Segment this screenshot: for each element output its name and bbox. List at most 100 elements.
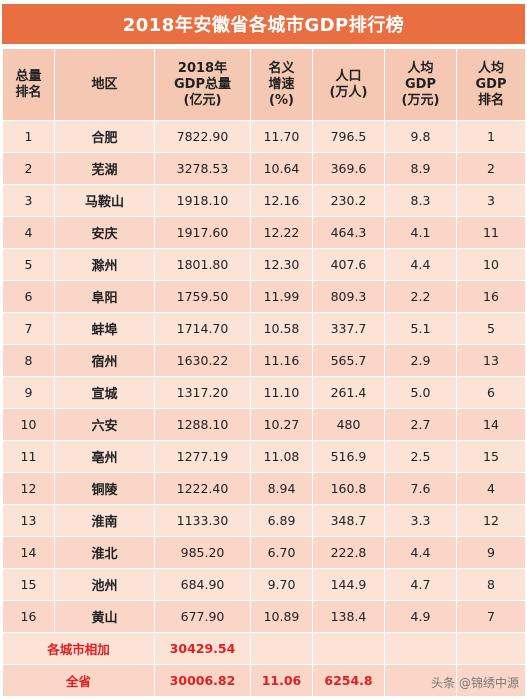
per-capita-gdp-cell: 4.1: [384, 216, 457, 249]
growth-cell: 11.70: [250, 120, 313, 153]
per-capita-rank-cell: 4: [456, 472, 526, 505]
per-capita-rank-cell: 5: [456, 312, 526, 345]
gdp-table: 总量 排名 地区 2018年 GDP总量 (亿元) 名义 增速 (%) 人口 (万人) 人均 GDP (万…: [2, 48, 526, 697]
gdp-cell: 1918.10: [154, 184, 251, 217]
per-capita-gdp-cell: 7.6: [384, 472, 457, 505]
per-capita-rank-cell: 7: [456, 600, 526, 633]
population-cell: 230.2: [312, 184, 385, 217]
per-capita-gdp-cell: 2.2: [384, 280, 457, 313]
table-row: 2 芜湖 3278.53 10.64 369.6 8.9 2: [2, 152, 526, 185]
table-row: 9 宣城 1317.20 11.10 261.4 5.0 6: [2, 376, 526, 409]
region-cell: 马鞍山: [54, 184, 155, 217]
header-rank: 总量 排名: [2, 48, 55, 121]
per-capita-gdp-cell: 9.8: [384, 120, 457, 153]
growth-cell: 6.70: [250, 536, 313, 569]
population-cell: 809.3: [312, 280, 385, 313]
region-cell: 芜湖: [54, 152, 155, 185]
per-capita-gdp-cell: 2.5: [384, 440, 457, 473]
rank-cell: 10: [2, 408, 55, 441]
rank-cell: 12: [2, 472, 55, 505]
gdp-cell: 677.90: [154, 600, 251, 633]
province-total-row: 全省 30006.82 11.06 6254.8: [2, 664, 526, 697]
rank-cell: 5: [2, 248, 55, 281]
region-cell: 滁州: [54, 248, 155, 281]
header-growth: 名义 增速 (%): [250, 48, 313, 121]
table-row: 13 淮南 1133.30 6.89 348.7 3.3 12: [2, 504, 526, 537]
per-capita-rank-cell: 9: [456, 536, 526, 569]
table-row: 8 宿州 1630.22 11.16 565.7 2.9 13: [2, 344, 526, 377]
per-capita-gdp-cell: 5.0: [384, 376, 457, 409]
rank-cell: 11: [2, 440, 55, 473]
per-capita-gdp-cell: 4.7: [384, 568, 457, 601]
per-capita-rank-cell: 6: [456, 376, 526, 409]
growth-cell: 10.89: [250, 600, 313, 633]
gdp-cell: 1630.22: [154, 344, 251, 377]
rank-cell: 14: [2, 536, 55, 569]
header-gdp: 2018年 GDP总量 (亿元): [154, 48, 251, 121]
rank-cell: 9: [2, 376, 55, 409]
table-row: 1 合肥 7822.90 11.70 796.5 9.8 1: [2, 120, 526, 153]
per-capita-rank-cell: 13: [456, 344, 526, 377]
table-row: 4 安庆 1917.60 12.22 464.3 4.1 11: [2, 216, 526, 249]
per-capita-gdp-cell: 5.1: [384, 312, 457, 345]
gdp-cell: 1133.30: [154, 504, 251, 537]
per-capita-gdp-cell: 4.4: [384, 248, 457, 281]
per-capita-gdp-cell: 2.9: [384, 344, 457, 377]
region-cell: 六安: [54, 408, 155, 441]
growth-cell: 11.10: [250, 376, 313, 409]
table-row: 7 蚌埠 1714.70 10.58 337.7 5.1 5: [2, 312, 526, 345]
rank-cell: 6: [2, 280, 55, 313]
table-row: 6 阜阳 1759.50 11.99 809.3 2.2 16: [2, 280, 526, 313]
per-capita-rank-cell: 1: [456, 120, 526, 153]
sum-gdp: 30429.54: [154, 632, 251, 665]
region-cell: 宣城: [54, 376, 155, 409]
total-growth: 11.06: [250, 664, 313, 697]
population-cell: 337.7: [312, 312, 385, 345]
table-row: 3 马鞍山 1918.10 12.16 230.2 8.3 3: [2, 184, 526, 217]
growth-cell: 12.22: [250, 216, 313, 249]
rank-cell: 4: [2, 216, 55, 249]
per-capita-rank-cell: 2: [456, 152, 526, 185]
per-capita-gdp-cell: 8.3: [384, 184, 457, 217]
population-cell: 261.4: [312, 376, 385, 409]
rank-cell: 16: [2, 600, 55, 633]
growth-cell: 11.08: [250, 440, 313, 473]
gdp-cell: 1801.80: [154, 248, 251, 281]
rank-cell: 15: [2, 568, 55, 601]
header-region: 地区: [54, 48, 155, 121]
region-cell: 蚌埠: [54, 312, 155, 345]
rank-cell: 7: [2, 312, 55, 345]
table-row: 5 滁州 1801.80 12.30 407.6 4.4 10: [2, 248, 526, 281]
table-title: 2018年安徽省各城市GDP排行榜: [2, 4, 525, 44]
population-cell: 348.7: [312, 504, 385, 537]
population-cell: 796.5: [312, 120, 385, 153]
rank-cell: 2: [2, 152, 55, 185]
growth-cell: 10.58: [250, 312, 313, 345]
sum-label: 各城市相加: [2, 632, 155, 665]
per-capita-rank-cell: 11: [456, 216, 526, 249]
population-cell: 222.8: [312, 536, 385, 569]
gdp-cell: 1317.20: [154, 376, 251, 409]
per-capita-rank-cell: 15: [456, 440, 526, 473]
gdp-cell: 684.90: [154, 568, 251, 601]
table-body: 1 合肥 7822.90 11.70 796.5 9.8 1 2 芜湖 3278.53 10.64 3…: [2, 120, 526, 697]
gdp-cell: 3278.53: [154, 152, 251, 185]
growth-cell: 12.30: [250, 248, 313, 281]
region-cell: 亳州: [54, 440, 155, 473]
population-cell: 369.6: [312, 152, 385, 185]
growth-cell: 10.27: [250, 408, 313, 441]
table-row: 11 亳州 1277.19 11.08 516.9 2.5 15: [2, 440, 526, 473]
per-capita-rank-cell: 10: [456, 248, 526, 281]
per-capita-gdp-cell: 4.4: [384, 536, 457, 569]
gdp-cell: 1714.70: [154, 312, 251, 345]
per-capita-rank-cell: 14: [456, 408, 526, 441]
growth-cell: 11.99: [250, 280, 313, 313]
region-cell: 宿州: [54, 344, 155, 377]
region-cell: 池州: [54, 568, 155, 601]
per-capita-rank-cell: 16: [456, 280, 526, 313]
header-row: 总量 排名 地区 2018年 GDP总量 (亿元) 名义 增速 (%) 人口 (万人) 人均 GDP (万…: [2, 48, 526, 121]
gdp-cell: 1222.40: [154, 472, 251, 505]
total-population: 6254.8: [312, 664, 385, 697]
region-cell: 合肥: [54, 120, 155, 153]
